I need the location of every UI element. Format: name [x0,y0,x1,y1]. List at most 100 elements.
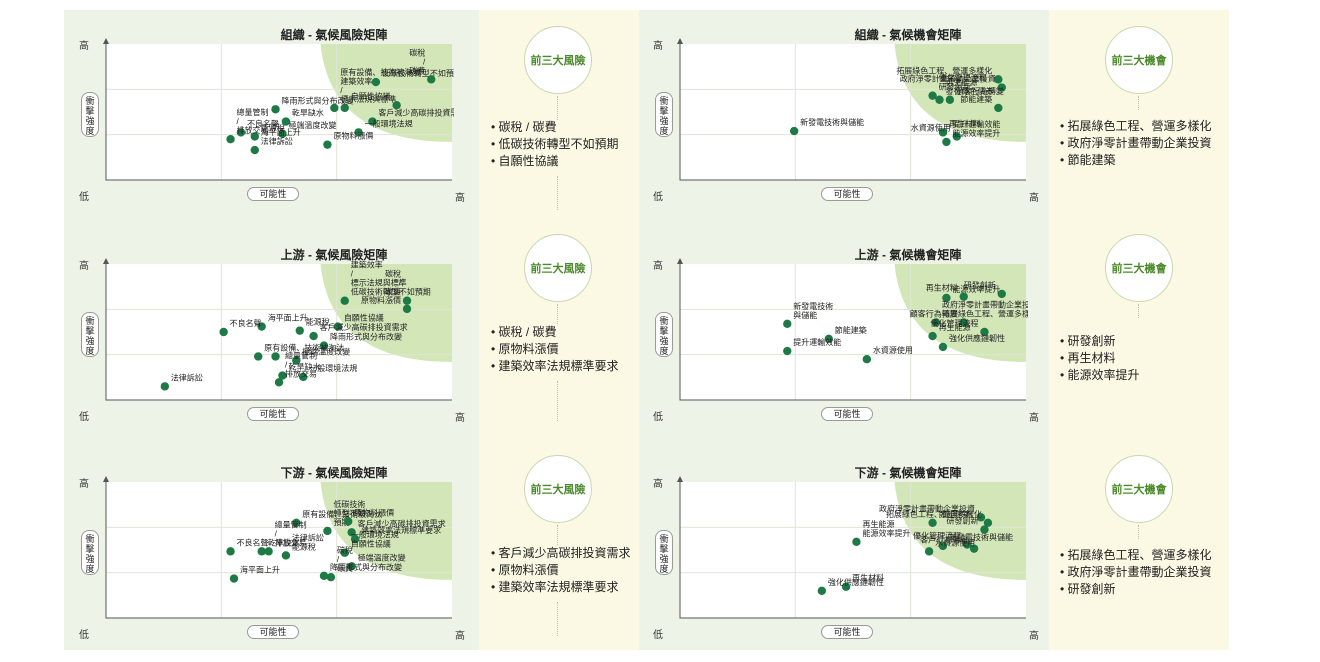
y-axis-label: 衝擊強度 [655,312,673,357]
data-point-label: 海平面上升 [268,313,308,323]
data-point [229,574,239,583]
data-point [354,128,363,137]
risk-badge: 前三大風險 [524,455,592,523]
y-axis-high: 高 [653,261,663,272]
top-opportunity-item: 拓展綠色工程、營運多樣化 [1060,118,1212,135]
axis-arrow [103,38,109,44]
data-point [309,331,318,341]
data-point [945,95,955,104]
data-point-label: 客戶減少高碳排投資需求 [378,108,454,118]
data-point-label: / [399,279,402,288]
y-axis-high: 高 [79,479,89,490]
axes [679,478,1026,619]
y-axis-low: 低 [79,630,89,641]
y-axis-low: 低 [653,630,663,641]
high-risk-zone [320,482,452,580]
data-point [347,528,356,537]
top-opportunity-item: 能源效率提升 [1060,367,1210,384]
chart-title: 下游 - 氣候風險矩陣 [280,466,388,480]
data-point-label: 一般環境法規 [309,363,357,373]
data-point-label: 低碳技術轉型不如預期 [382,68,454,78]
axis-arrow [103,476,109,482]
data-point-label: 原有設備、技術被淘汰 [264,342,344,352]
data-point-label: 自願性協議 [351,539,391,549]
data-point [292,356,301,365]
data-point [402,296,412,305]
data-point [350,534,360,544]
opportunity-badge: 前三大機會 [1105,234,1173,302]
data-point-label: / [351,270,354,279]
data-point [997,289,1006,299]
data-point [402,304,412,314]
data-point-label: 不良名聲 [230,318,262,328]
data-point-label: 碳費 [409,65,425,75]
data-point-label: 海平面上升 [240,565,280,575]
matrix-plot: 政府淨零計畫帶動企業投資拓展綠色工程、營運多樣化研發創新優化管理流程客戶行為轉變… [677,476,1026,619]
data-point-label: 自願性協議 [351,91,391,101]
data-point-label: 標示法規與標準 [351,278,407,288]
data-point-label: 預期 [333,518,349,527]
y-axis-low: 低 [79,192,89,203]
data-point [333,322,343,331]
data-point-label: 不良名聲 [247,118,279,128]
axes [679,40,1026,181]
data-point [942,293,951,303]
data-point-label: 排放交易 [285,368,317,378]
data-point-label: 總量管制 [237,107,269,117]
data-point-label: 能源效率提升 [952,284,1000,294]
matrix-plot: 低碳技術轉型不如預期碳稅/碳費原有設備、技術被淘汰建築效率/標示法規與標準自願性… [103,38,454,181]
data-point-label: 再生材料 [949,118,981,128]
x-axis-high: 高 [455,193,465,204]
y-axis-high: 高 [653,41,663,52]
data-point-label: 原有設備、技術被淘汰 [302,509,382,519]
data-point-label: 提升運輸效能 [793,337,841,347]
data-point-label: 拓展綠色工程、營運多樣化 [942,308,1028,318]
data-point-label: 優化管理流程 [930,318,978,328]
data-point-label: 標示法規與標準 [340,94,396,104]
axes [105,260,452,401]
data-point [928,331,937,341]
data-point-label: 極端溫度改變 [302,347,350,357]
data-point [924,547,934,556]
x-axis-label: 可能性 [821,407,873,421]
data-point [271,352,280,361]
top-opportunity-item: 政府淨零計畫帶動企業投資 [1060,135,1212,152]
data-point-label: 能源稅 [306,317,330,327]
top-risk-item: 建築效率法規標準要求 [491,358,641,375]
data-point [928,91,937,100]
data-point [344,517,353,526]
data-point-label: 再生能源 [862,519,894,529]
axes [679,260,1026,401]
data-point-label: 拓展綠色工程、營運多樣化 [886,509,982,519]
data-point [226,135,235,144]
data-point [852,537,861,547]
data-point-label: 法律訴訟 [171,372,203,382]
top-risk-item: 低碳技術轉型不如預期 [491,136,641,153]
data-point [962,540,972,549]
data-point-label: 建築效率 [340,76,372,86]
data-point-label: / [285,360,288,369]
high-risk-zone [894,44,1026,142]
data-point [938,342,948,352]
data-point [371,77,381,87]
top-risk-item: 客戶減少高碳排投資需求 [491,545,641,562]
opportunity-matrix-chart: 下游 - 氣候機會矩陣高低衝擊強度可能性高政府淨零計畫帶動企業投資 拓展綠色工程、… [638,450,1039,662]
data-point-label: 研發創新 [939,82,971,92]
data-point [935,95,944,104]
data-point [323,526,332,536]
data-point [281,117,291,126]
top-opportunity-item: 再生材料 [1060,350,1210,367]
data-point [959,318,968,327]
data-point-label: 再生材料 [852,573,884,583]
data-point [254,352,263,361]
data-point-label: 一般環境法規 [365,118,413,128]
data-point-label: 海平面上升 [261,127,301,137]
top-risk-item: 原物料漲價 [491,562,641,579]
data-point [271,105,280,114]
data-point [264,547,273,556]
axis-arrow [677,258,683,264]
data-point [980,327,989,337]
matrix-plot: 能源效率提升再生材料研發創新政府淨零計畫帶動企業投資拓展綠色工程、營運多樣化顧客… [677,258,1028,401]
y-axis-label: 衝擊強度 [81,312,99,357]
data-point [292,518,301,527]
